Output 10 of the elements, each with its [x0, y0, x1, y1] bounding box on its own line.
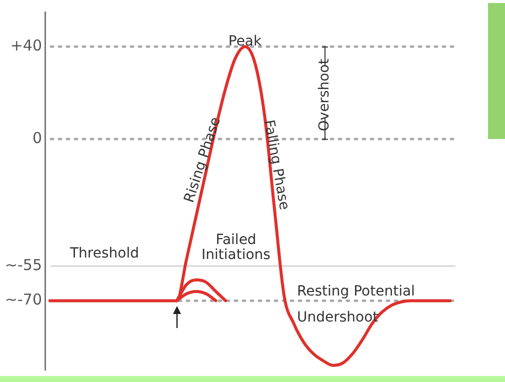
- y-tick-label: 0: [32, 128, 42, 147]
- y-tick-label: ~-70: [4, 290, 42, 309]
- annotation: Falling Phase: [260, 118, 292, 212]
- annotation: Failed Initiations: [202, 232, 270, 264]
- ref-line-label: Resting Potential: [297, 283, 415, 300]
- annotation: Overshoot: [316, 58, 333, 132]
- y-tick-label: +40: [10, 36, 42, 55]
- ref-line-label: Threshold: [69, 246, 139, 262]
- annotation: Peak: [228, 34, 263, 50]
- y-tick-label: ~-55: [4, 256, 42, 274]
